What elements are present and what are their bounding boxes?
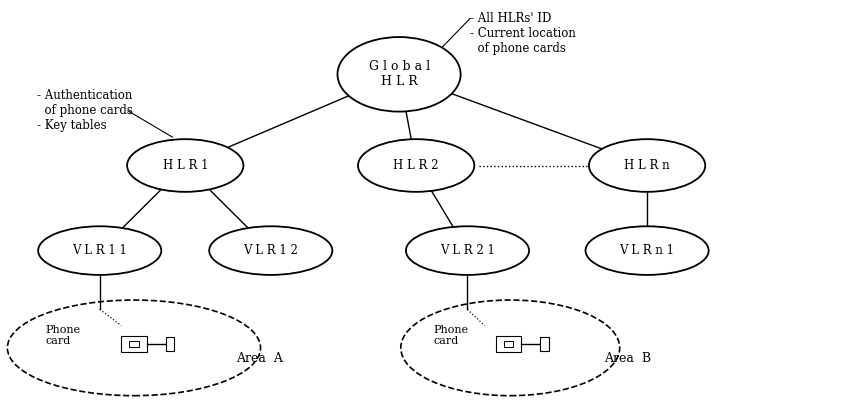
Bar [166,337,174,351]
Text: Area  A: Area A [237,352,283,365]
Ellipse shape [127,139,244,192]
Ellipse shape [209,226,332,275]
Text: V L R 1 2: V L R 1 2 [244,244,299,257]
Ellipse shape [358,139,474,192]
Text: G l o b a l
H L R: G l o b a l H L R [368,60,430,88]
Text: - Authentication
  of phone cards
- Key tables: - Authentication of phone cards - Key ta… [37,89,133,131]
Ellipse shape [585,226,709,275]
Bar [496,336,522,352]
Text: Phone
card: Phone card [433,325,468,346]
Ellipse shape [337,37,461,112]
Text: V L R 2 1: V L R 2 1 [440,244,495,257]
Ellipse shape [406,226,529,275]
Bar [121,336,147,352]
Text: Phone
card: Phone card [45,325,81,346]
Ellipse shape [38,226,161,275]
Text: H L R n: H L R n [625,159,670,172]
Text: H L R 1: H L R 1 [162,159,208,172]
Text: Area  B: Area B [604,352,651,365]
Text: V L R n 1: V L R n 1 [619,244,674,257]
Text: - All HLRs' ID
- Current location
  of phone cards: - All HLRs' ID - Current location of pho… [470,11,576,55]
Bar [130,341,139,347]
Text: H L R 2: H L R 2 [394,159,439,172]
Text: V L R 1 1: V L R 1 1 [72,244,127,257]
Bar [541,337,549,351]
Bar [504,341,513,347]
Ellipse shape [589,139,705,192]
